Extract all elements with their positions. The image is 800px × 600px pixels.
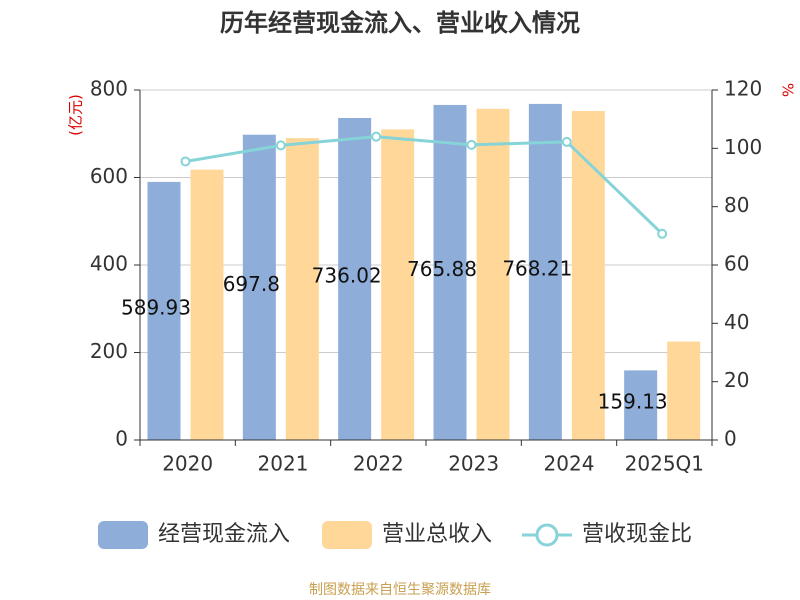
bar — [338, 117, 372, 441]
x-tick-label: 2024 — [544, 452, 595, 476]
value-label: 765.88 — [407, 257, 477, 281]
line-point — [275, 140, 286, 151]
bar — [285, 138, 319, 440]
y-tick-label: 800 — [90, 77, 128, 101]
line-point — [180, 156, 191, 167]
legend-label: 经营现金流入 — [158, 522, 290, 547]
bar — [476, 108, 510, 440]
legend-swatch — [322, 521, 372, 549]
x-tick-label: 2023 — [448, 452, 499, 476]
y-axis-unit: (亿元) — [67, 94, 85, 136]
y2-tick-label: 60 — [724, 252, 749, 276]
line-point — [371, 131, 382, 142]
chart-title: 历年经营现金流入、营业收入情况 — [220, 9, 580, 37]
x-tick-label: 2025Q1 — [625, 452, 704, 476]
footer: 制图数据来自恒生聚源数据库 — [309, 582, 491, 598]
line-point — [561, 136, 572, 147]
y2-tick-label: 100 — [724, 135, 762, 159]
y2-tick-label: 80 — [724, 193, 749, 217]
bar — [667, 341, 701, 440]
y2-tick-label: 120 — [724, 77, 762, 101]
y-tick-label: 0 — [115, 427, 128, 451]
bar — [433, 104, 467, 441]
line-point — [466, 139, 477, 150]
bar — [528, 103, 562, 440]
legend-label: 营业总收入 — [382, 522, 492, 547]
x-tick-label: 2022 — [353, 452, 404, 476]
x-tick-label: 2020 — [162, 452, 213, 476]
bar — [242, 134, 276, 440]
bar — [190, 169, 224, 440]
value-label: 736.02 — [312, 263, 382, 287]
y-tick-label: 200 — [90, 339, 128, 363]
y-tick-label: 400 — [90, 252, 128, 276]
y2-axis-unit: % — [779, 83, 797, 97]
bar — [571, 111, 605, 440]
x-tick-label: 2021 — [258, 452, 309, 476]
line — [185, 135, 664, 235]
bar — [381, 129, 415, 440]
value-label: 589.93 — [121, 295, 191, 319]
value-label: 159.13 — [598, 390, 668, 414]
line-point — [657, 228, 668, 239]
value-label: 768.21 — [502, 256, 572, 280]
value-label: 697.8 — [223, 272, 280, 296]
legend-label: 营收现金比 — [582, 522, 692, 547]
y2-tick-label: 20 — [724, 368, 749, 392]
legend-swatch — [98, 521, 148, 549]
legend-swatch — [535, 523, 559, 547]
y-tick-label: 600 — [90, 164, 128, 188]
y2-tick-label: 40 — [724, 310, 749, 334]
y2-tick-label: 0 — [724, 427, 737, 451]
bar — [147, 181, 181, 440]
bar — [624, 370, 658, 440]
